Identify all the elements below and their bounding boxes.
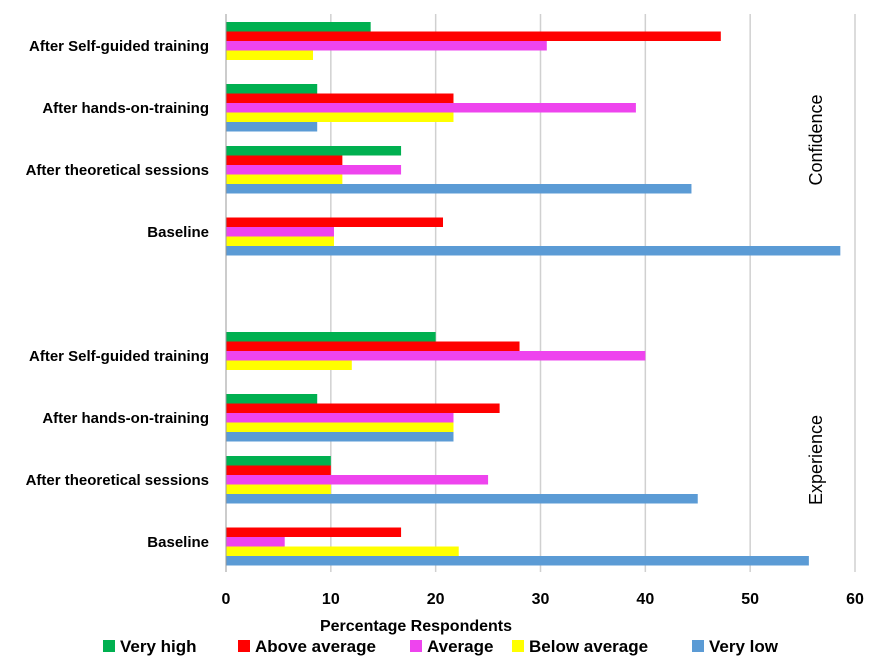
bar-above-average: [226, 403, 500, 413]
legend-swatch: [410, 640, 422, 652]
bar-average: [226, 103, 636, 113]
bar-very-low: [226, 432, 454, 442]
bar-very-low: [226, 246, 841, 256]
x-tick-label: 40: [636, 591, 654, 608]
bar-very-high: [226, 456, 331, 466]
category-label: After Self-guided training: [29, 38, 209, 55]
group-label-experience: Experience: [806, 415, 826, 505]
bar-below-average: [226, 360, 352, 370]
legend-label: Average: [427, 637, 493, 656]
bar-average: [226, 165, 402, 175]
legend-swatch: [103, 640, 115, 652]
x-tick-label: 0: [222, 591, 231, 608]
bar-average: [226, 41, 547, 51]
bar-above-average: [226, 31, 721, 41]
legend-swatch: [238, 640, 250, 652]
bar-very-high: [226, 22, 371, 32]
bar-very-low: [226, 556, 809, 566]
bar-above-average: [226, 217, 444, 227]
bar-above-average: [226, 341, 520, 351]
bar-average: [226, 475, 489, 485]
x-tick-label: 30: [532, 591, 550, 608]
bar-average: [226, 413, 454, 423]
legend-swatch: [692, 640, 704, 652]
category-label: After theoretical sessions: [26, 472, 209, 489]
bar-below-average: [226, 484, 331, 494]
bar-very-high: [226, 84, 318, 94]
category-label: After hands-on-training: [42, 100, 209, 117]
category-label: Baseline: [147, 224, 209, 241]
category-label: After Self-guided training: [29, 348, 209, 365]
bar-below-average: [226, 546, 459, 556]
x-tick-label: 10: [322, 591, 340, 608]
x-axis-title: Percentage Respondents: [320, 618, 512, 635]
legend-label: Very low: [709, 637, 779, 656]
category-labels: After Self-guided training After hands-on…: [26, 38, 209, 551]
bar-average: [226, 351, 646, 361]
group-labels: Confidence Experience: [806, 94, 826, 505]
category-label: Baseline: [147, 534, 209, 551]
bar-average: [226, 227, 334, 237]
x-tick-label: 20: [427, 591, 445, 608]
bar-very-high: [226, 394, 318, 404]
bar-above-average: [226, 155, 343, 165]
bar-very-high: [226, 332, 436, 342]
legend-label: Above average: [255, 637, 376, 656]
bar-very-high: [226, 146, 402, 156]
bar-average: [226, 537, 285, 547]
bar-above-average: [226, 93, 454, 103]
legend-label: Below average: [529, 637, 648, 656]
bar-above-average: [226, 527, 402, 537]
x-tick-label: 60: [846, 591, 864, 608]
bar-above-average: [226, 465, 331, 475]
bar-very-low: [226, 494, 698, 504]
bar-very-low: [226, 184, 692, 194]
category-label: After theoretical sessions: [26, 162, 209, 179]
bars: [226, 22, 841, 566]
legend-label: Very high: [120, 637, 197, 656]
group-label-confidence: Confidence: [806, 94, 826, 185]
legend-swatch: [512, 640, 524, 652]
category-label: After hands-on-training: [42, 410, 209, 427]
x-tick-labels: 0 10 20 30 40 50 60: [222, 591, 864, 608]
x-tick-label: 50: [741, 591, 759, 608]
bar-below-average: [226, 112, 454, 122]
bar-below-average: [226, 236, 334, 246]
bar-below-average: [226, 50, 314, 60]
bar-below-average: [226, 174, 343, 184]
bar-below-average: [226, 422, 454, 432]
bar-very-low: [226, 122, 318, 132]
legend: Very high Above average Average Below avera…: [103, 637, 779, 656]
